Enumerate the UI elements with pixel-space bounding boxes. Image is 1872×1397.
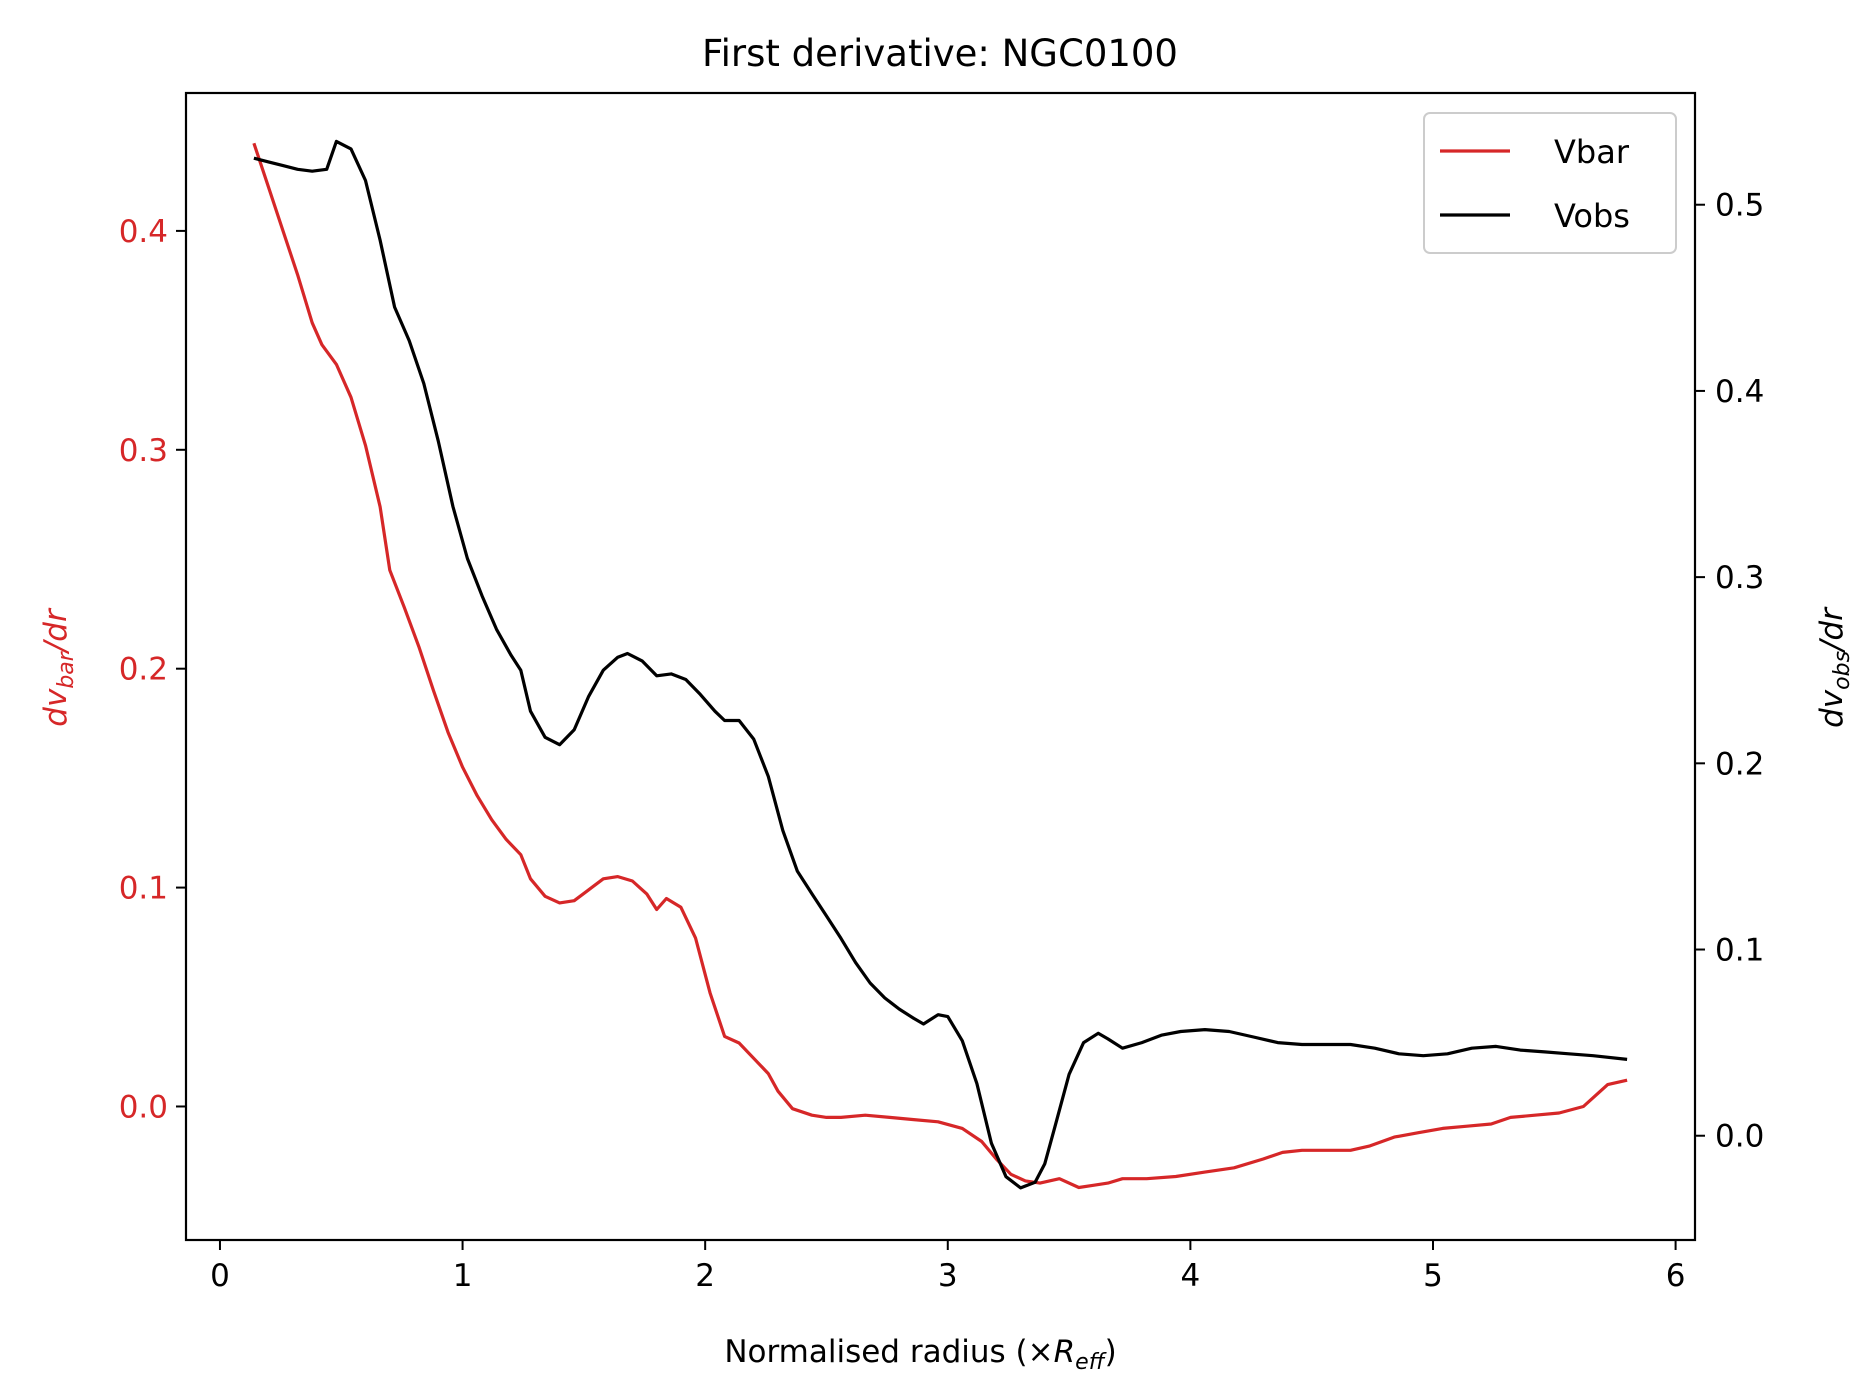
x-axis-label: Normalised radius (×Reff) xyxy=(724,1334,1116,1375)
y-right-tick-label: 0.5 xyxy=(1715,188,1764,224)
x-tick-label: 5 xyxy=(1423,1258,1443,1294)
y-left-tick-label: 0.4 xyxy=(119,214,168,250)
y-right-tick-label: 0.3 xyxy=(1715,560,1764,596)
x-tick-label: 2 xyxy=(695,1258,715,1294)
plot-frame xyxy=(184,91,1697,1242)
series-line-vbar xyxy=(252,142,1628,1190)
y-right-tick-label: 0.2 xyxy=(1715,746,1764,782)
legend-label-vobs: Vobs xyxy=(1554,197,1630,235)
y-right-tick-label: 0.0 xyxy=(1715,1119,1764,1155)
x-tick-label: 4 xyxy=(1181,1258,1201,1294)
x-tick-label: 0 xyxy=(210,1258,230,1294)
y-left-tick-label: 0.0 xyxy=(119,1089,168,1125)
axes-group: 0 1 2 3 4 5 6 0.0 0.1 0.2 0.3 0.4 0.0 0.1 0.2 0.3 0.4 0.5… xyxy=(38,188,1855,1375)
chart-title: First derivative: NGC0100 xyxy=(702,32,1178,75)
x-tick-label: 1 xyxy=(453,1258,473,1294)
y-left-axis-label: dvbar/dr xyxy=(38,607,79,727)
series-line-vobs xyxy=(253,139,1628,1190)
y-left-tick-label: 0.3 xyxy=(119,433,168,469)
plot-area xyxy=(252,139,1628,1190)
y-right-tick-label: 0.4 xyxy=(1715,374,1764,410)
y-right-tick-label: 0.1 xyxy=(1715,933,1764,969)
legend: Vbar Vobs xyxy=(1423,112,1677,254)
y-left-tick-label: 0.2 xyxy=(119,652,168,688)
legend-box xyxy=(1423,112,1677,254)
legend-label-vbar: Vbar xyxy=(1554,133,1630,171)
x-tick-label: 3 xyxy=(938,1258,958,1294)
y-left-tick-label: 0.1 xyxy=(119,871,168,907)
x-tick-label: 6 xyxy=(1666,1258,1686,1294)
y-right-axis-label: dvobs/dr xyxy=(1814,606,1855,728)
